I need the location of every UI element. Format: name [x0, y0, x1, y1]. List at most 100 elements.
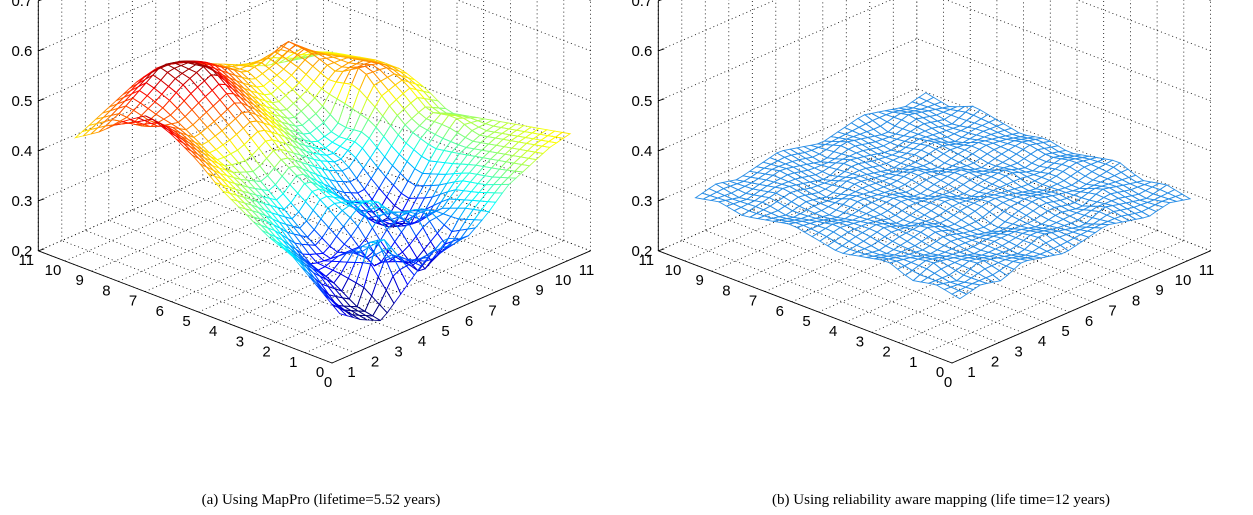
floor-grid-line-x — [226, 168, 521, 282]
wall-grid-line-z — [296, 38, 591, 152]
z-tick-mark — [658, 98, 665, 102]
floor-grid-line-y — [925, 240, 1184, 354]
panel-b-axes — [657, 0, 1211, 364]
panel-a-ticks: 0.20.30.40.50.60.70123456789101101234567… — [11, 0, 594, 391]
surface-mesh-cell — [951, 290, 968, 300]
x-axis-line — [951, 250, 1211, 364]
y-tick-label: 4 — [209, 323, 217, 340]
y-tick-label: 0 — [316, 364, 324, 381]
y-tick-label: 11 — [19, 252, 35, 269]
z-tick-label: 0.3 — [11, 193, 32, 210]
x-tick-label: 10 — [1175, 272, 1192, 289]
y-tick-label: 9 — [76, 272, 84, 289]
wall-grid-line-z — [916, 38, 1211, 152]
x-tick-label: 2 — [371, 354, 379, 371]
y-tick-label: 1 — [289, 354, 297, 371]
floor-grid-line-x — [728, 219, 1023, 333]
y-tick-label: 10 — [45, 262, 62, 279]
y-tick-label: 3 — [856, 333, 864, 350]
floor-grid-line-x — [61, 240, 356, 354]
z-tick-mark — [658, 148, 665, 152]
wall-grid-line-z — [658, 0, 662, 2]
x-tick-label: 6 — [1085, 313, 1093, 330]
z-tick-mark — [38, 98, 45, 102]
floor-grid-line-x — [85, 230, 380, 343]
z-tick-label: 0.5 — [11, 93, 32, 110]
wall-grid-line-z — [587, 0, 591, 2]
floor-grid-line-x — [869, 158, 1164, 272]
z-tick-label: 0.2 — [11, 243, 32, 260]
panel-a-mesh — [73, 40, 572, 322]
x-tick-label: 9 — [535, 282, 543, 299]
floor-grid-line-x — [775, 199, 1070, 313]
z-tick-label: 0.7 — [11, 0, 32, 10]
y-tick-label: 5 — [182, 313, 190, 330]
floor-grid-line-y — [198, 199, 458, 313]
x-tick-label: 3 — [1014, 343, 1022, 360]
floor-grid-line-y — [684, 148, 944, 262]
z-tick-mark — [38, 48, 45, 52]
y-tick-label: 10 — [665, 262, 682, 279]
x-tick-label: 8 — [1132, 292, 1140, 309]
x-tick-label: 11 — [579, 262, 595, 279]
x-axis-line — [331, 250, 591, 364]
wall-grid-line-z — [1207, 0, 1211, 2]
floor-grid-line-y — [171, 189, 431, 303]
floor-grid-line-y — [278, 230, 538, 343]
y-tick-label: 1 — [909, 354, 917, 371]
floor-grid-line-y — [225, 209, 484, 323]
x-tick-label: 4 — [418, 333, 426, 350]
wall-grid-line-z — [658, 0, 892, 102]
x-tick-label: 5 — [1061, 323, 1069, 340]
x-tick-label: 10 — [555, 272, 572, 289]
floor-grid-line-x — [752, 209, 1047, 323]
z-tick-mark — [38, 198, 45, 202]
panel-b-caption: (b) Using reliability aware mapping (lif… — [772, 492, 1110, 508]
x-tick-label: 1 — [347, 364, 355, 381]
floor-grid-line-y — [738, 168, 998, 282]
y-tick-label: 3 — [236, 333, 244, 350]
y-tick-label: 11 — [639, 252, 655, 269]
z-tick-mark — [658, 198, 665, 202]
y-axis-line — [38, 250, 333, 364]
panel-b-mesh — [694, 92, 1192, 300]
x-tick-label: 11 — [1199, 262, 1215, 279]
y-tick-label: 6 — [156, 303, 164, 320]
y-tick-label: 5 — [802, 313, 810, 330]
y-tick-label: 2 — [262, 344, 270, 361]
floor-grid-line-x — [202, 179, 497, 292]
x-tick-label: 5 — [441, 323, 449, 340]
wall-grid-line-z — [945, 0, 1211, 102]
wall-grid-line-z — [296, 138, 591, 252]
floor-grid-line-x — [273, 148, 568, 262]
x-tick-label: 0 — [944, 374, 952, 391]
floor-grid-line-y — [871, 219, 1131, 333]
z-tick-mark — [38, 0, 43, 2]
floor-grid-line-x — [822, 179, 1117, 292]
x-tick-label: 8 — [512, 292, 520, 309]
surface-mesh-cell — [331, 303, 349, 317]
floor-grid-line-x — [249, 158, 544, 272]
floor-grid-line-x — [893, 148, 1188, 262]
floor-grid-line-y — [845, 209, 1104, 323]
floor-grid-line-y — [898, 230, 1158, 343]
floor-grid-line-y — [118, 168, 378, 282]
wall-grid-line-z — [456, 0, 591, 52]
x-tick-label: 6 — [465, 313, 473, 330]
z-tick-label: 0.6 — [11, 43, 32, 60]
y-tick-label: 7 — [749, 293, 757, 310]
x-tick-label: 7 — [488, 303, 496, 320]
wall-grid-line-z — [658, 0, 777, 52]
y-tick-label: 7 — [129, 293, 137, 310]
floor-grid-line-x — [681, 240, 976, 354]
floor-grid-line-x — [846, 168, 1141, 282]
floor-grid-line-x — [132, 209, 427, 323]
z-tick-label: 0.5 — [631, 93, 652, 110]
z-tick-label: 0.4 — [631, 143, 652, 160]
x-tick-label: 2 — [991, 354, 999, 371]
x-tick-label: 7 — [1108, 303, 1116, 320]
y-tick-label: 0 — [936, 364, 944, 381]
z-tick-label: 0.6 — [631, 43, 652, 60]
x-tick-label: 4 — [1038, 333, 1046, 350]
wall-grid-line-z — [38, 0, 157, 52]
